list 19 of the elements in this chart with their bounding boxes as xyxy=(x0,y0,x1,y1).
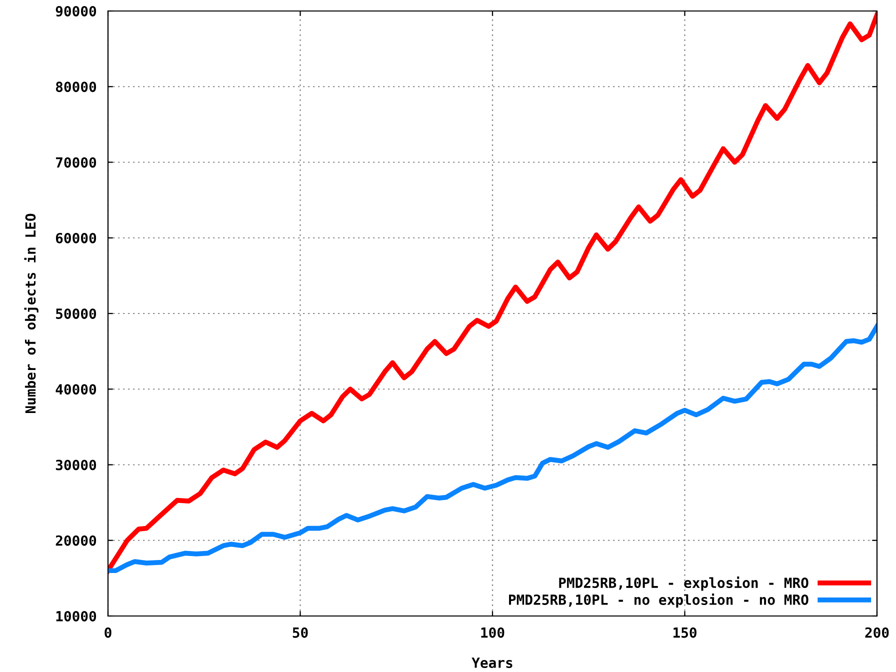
y-tick-label: 90000 xyxy=(56,6,96,17)
y-tick-label: 50000 xyxy=(56,308,96,319)
line-series xyxy=(108,324,877,574)
y-tick-label: 40000 xyxy=(56,384,96,395)
x-tick-label: 200 xyxy=(865,627,889,638)
x-tick-label: 50 xyxy=(292,627,308,638)
legend-label: PMD25RB,10PL - no explosion - no MRO xyxy=(509,593,808,608)
x-tick-label: 150 xyxy=(673,627,696,638)
y-tick-label: 70000 xyxy=(56,157,96,168)
y-tick-label: 30000 xyxy=(56,460,96,470)
y-tick-label: 60000 xyxy=(56,232,96,244)
y-tick-label: 10000 xyxy=(56,610,96,622)
legend-label: PMD25RB,10PL - explosion - MRO xyxy=(559,576,808,591)
y-axis-title: Number of objects in LEO xyxy=(24,214,38,414)
y-tick-label: 20000 xyxy=(56,535,96,546)
y-tick-label: 80000 xyxy=(56,82,96,92)
x-tick-label: 0 xyxy=(104,627,112,638)
x-axis-title: Years xyxy=(472,658,512,668)
x-tick-label: 100 xyxy=(481,627,504,638)
